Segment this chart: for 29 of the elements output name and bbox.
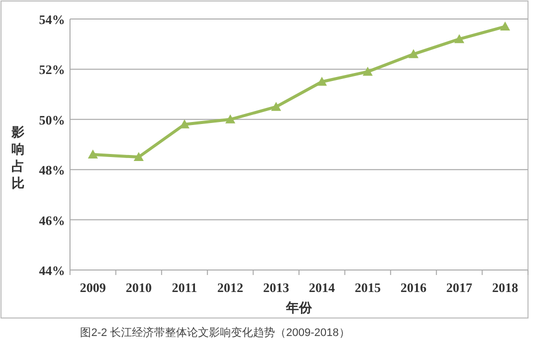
x-axis-title: 年份 xyxy=(285,300,313,315)
x-tick-label: 2014 xyxy=(308,280,336,295)
point xyxy=(500,22,510,31)
y-tick-label: 50% xyxy=(39,112,65,128)
point xyxy=(134,152,144,162)
x-tick-label: 2013 xyxy=(263,280,290,295)
y-tick-label: 46% xyxy=(39,212,65,228)
x-tick-label: 2017 xyxy=(446,280,473,295)
point xyxy=(225,114,236,124)
x-tick-label: 2011 xyxy=(172,280,198,295)
x-tick-label: 2018 xyxy=(492,280,519,295)
point xyxy=(271,102,282,111)
point xyxy=(454,34,464,44)
y-tick-label: 44% xyxy=(39,263,65,278)
x-tick-label: 2010 xyxy=(126,280,152,295)
x-tick-label: 2009 xyxy=(80,280,106,295)
point xyxy=(316,76,327,86)
y-tick-label: 54% xyxy=(39,12,65,27)
y-tick-label: 52% xyxy=(39,62,65,78)
x-tick-label: 2012 xyxy=(217,280,244,295)
point xyxy=(362,66,373,76)
y-axis-title: 影响占比 xyxy=(10,124,24,190)
x-tick-label: 2015 xyxy=(354,280,382,295)
point xyxy=(88,150,98,159)
text: 图2-2 长江经济带整体论文影响变化趋势（2009-2018） xyxy=(80,326,350,339)
point xyxy=(180,119,190,128)
point xyxy=(408,49,418,58)
x-tick-label: 2016 xyxy=(400,280,427,295)
y-tick-label: 48% xyxy=(39,162,65,178)
